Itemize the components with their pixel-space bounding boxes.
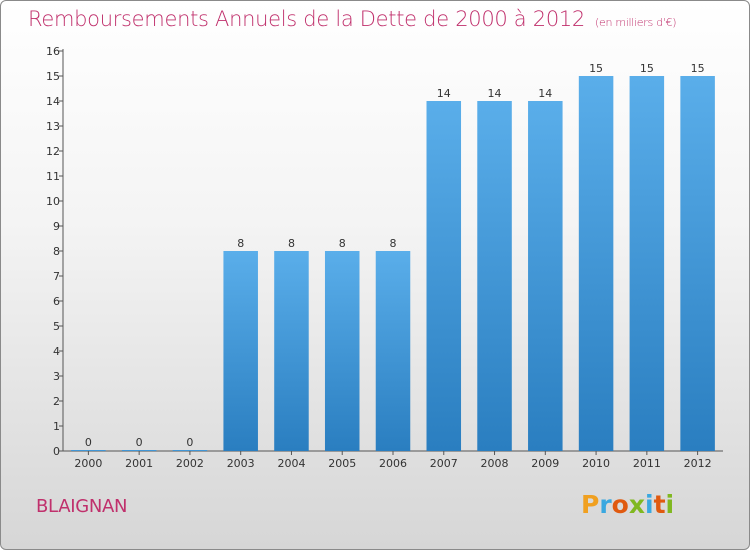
y-tick-label: 4 (53, 345, 60, 358)
y-tick-label: 3 (53, 370, 60, 383)
bar (324, 251, 360, 451)
bar (426, 101, 462, 451)
x-tick-label: 2010 (582, 457, 610, 470)
data-label: 0 (136, 436, 143, 449)
logo-letter: o (611, 490, 629, 519)
y-tick-label: 2 (53, 395, 60, 408)
bar (578, 76, 614, 451)
bar (121, 450, 157, 451)
unit-label: (en milliers d'€) (595, 16, 677, 29)
y-tick-label: 15 (46, 70, 60, 83)
x-tick-label: 2007 (430, 457, 458, 470)
bar (172, 450, 208, 451)
data-label: 14 (538, 87, 552, 100)
x-tick-label: 2001 (125, 457, 153, 470)
bar (680, 76, 715, 451)
y-tick-label: 9 (53, 220, 60, 233)
x-tick-label: 2012 (684, 457, 712, 470)
bar (629, 76, 665, 451)
x-tick-label: 2011 (633, 457, 661, 470)
logo-letter: x (628, 490, 645, 519)
logo-letter: P (581, 490, 600, 519)
y-tick-label: 16 (46, 45, 60, 58)
bar (274, 251, 309, 451)
data-label: 15 (640, 62, 654, 75)
bar (528, 101, 563, 451)
data-label: 15 (589, 62, 603, 75)
logo-letter: i (645, 490, 654, 519)
y-tick-label: 11 (46, 170, 60, 183)
y-tick-label: 7 (53, 270, 60, 283)
proxiti-logo: Proxiti (581, 490, 674, 519)
y-tick-label: 12 (46, 145, 60, 158)
commune-name: BLAIGNAN (36, 496, 128, 517)
x-tick-label: 2006 (379, 457, 407, 470)
y-tick-label: 6 (53, 295, 60, 308)
x-tick-label: 2003 (227, 457, 255, 470)
y-tick-label: 10 (46, 195, 60, 208)
logo-letter: i (665, 490, 675, 519)
data-label: 0 (85, 436, 92, 449)
data-label: 8 (237, 237, 244, 250)
x-tick-label: 2008 (481, 457, 509, 470)
data-label: 8 (288, 237, 295, 250)
bar (375, 251, 411, 451)
data-label: 0 (186, 436, 193, 449)
y-tick-label: 0 (53, 445, 60, 458)
y-tick-label: 1 (53, 420, 60, 433)
y-tick-label: 8 (53, 245, 60, 258)
logo-letter: r (599, 490, 612, 519)
data-label: 8 (339, 237, 346, 250)
bar (71, 450, 106, 451)
x-tick-label: 2002 (176, 457, 204, 470)
data-label: 14 (437, 87, 451, 100)
chart-title: Remboursements Annuels de la Dette de 20… (28, 7, 676, 31)
data-label: 15 (691, 62, 705, 75)
bar (223, 251, 258, 451)
x-tick-label: 2005 (328, 457, 356, 470)
x-tick-label: 2004 (277, 457, 305, 470)
x-tick-label: 2009 (531, 457, 559, 470)
data-label: 8 (390, 237, 397, 250)
y-tick-label: 13 (46, 120, 60, 133)
y-tick-label: 14 (46, 95, 60, 108)
x-tick-label: 2000 (74, 457, 102, 470)
title-text: Remboursements Annuels de la Dette de 20… (28, 7, 585, 31)
y-tick-label: 5 (53, 320, 60, 333)
logo-letter: t (653, 490, 666, 519)
bar (477, 101, 512, 451)
data-label: 14 (488, 87, 502, 100)
